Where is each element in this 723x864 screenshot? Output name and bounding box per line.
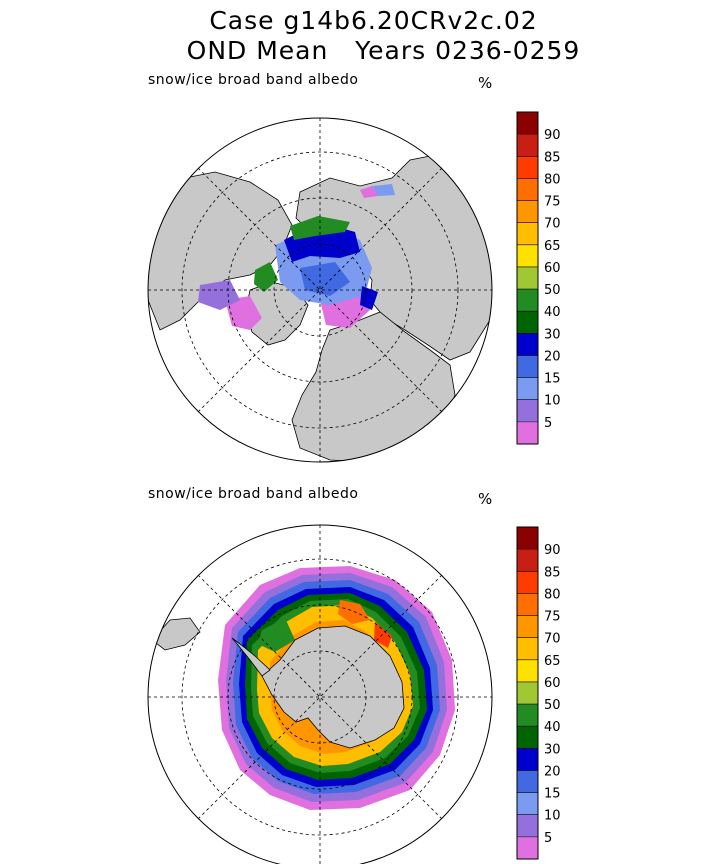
north-colorbar-swatch: [517, 311, 538, 334]
north-colorbar-tick-label: 80: [544, 172, 561, 187]
south-colorbar-tick-label: 30: [544, 742, 561, 757]
south-colorbar-swatch: [517, 571, 538, 594]
south-colorbar-swatch: [517, 726, 538, 749]
north-colorbar-tick-label: 75: [544, 195, 561, 210]
north-colorbar-swatch: [517, 266, 538, 290]
north-colorbar-swatch: [517, 156, 538, 179]
north-colorbar-tick-label: 85: [544, 150, 561, 165]
north-colorbar-swatch: [517, 134, 538, 157]
south-colorbar-swatch: [517, 615, 538, 638]
north-colorbar-swatch: [517, 112, 538, 135]
north-colorbar-swatch: [517, 355, 538, 378]
north-colorbar-tick-label: 60: [544, 261, 561, 276]
figure-title-line2: OND Mean Years 0236-0259: [186, 36, 581, 65]
south-landmass-peninsula: [231, 637, 271, 677]
north-colorbar-tick-label: 20: [544, 349, 561, 364]
south-colorbar-swatch: [517, 593, 538, 616]
south-colorbar-tick-label: 5: [544, 831, 552, 846]
south-colorbar-swatch: [517, 659, 538, 682]
south-colorbar-swatch: [517, 770, 538, 793]
north-colorbar-tick-label: 40: [544, 305, 561, 320]
south-colorbar-border: [516, 526, 539, 860]
south-colorbar-tick-label: 65: [544, 654, 561, 669]
north-colorbar-swatch: [517, 200, 538, 223]
figure-title-line1: Case g14b6.20CRv2c.02: [209, 6, 538, 35]
south-colorbar: 90 85 80 75 70 65 60 50 40 30 20 15 10 5: [516, 526, 561, 860]
south-colorbar-tick-label: 60: [544, 676, 561, 691]
south-graticule: [148, 525, 492, 864]
north-colorbar-tick-label: 10: [544, 394, 561, 409]
north-colorbar-swatch: [517, 244, 538, 267]
south-colorbar-swatch: [517, 836, 538, 859]
north-colorbar-tick-label: 90: [544, 128, 561, 143]
south-colorbar-tick-label: 70: [544, 632, 561, 647]
north-polar-map: [148, 118, 492, 462]
south-colorbar-swatch: [517, 549, 538, 572]
south-polar-map: [148, 525, 492, 864]
south-colorbar-swatch: [517, 704, 538, 727]
south-colorbar-tick-label: 10: [544, 809, 561, 824]
north-colorbar-tick-label: 15: [544, 372, 561, 387]
south-colorbar-swatch: [517, 792, 538, 815]
south-colorbar-tick-label: 40: [544, 720, 561, 735]
south-colorbar-tick-label: 85: [544, 565, 561, 580]
north-panel-variable-label: snow/ice broad band albedo: [148, 72, 359, 88]
south-colorbar-swatch: [517, 527, 538, 550]
north-map-boundary: [147, 117, 493, 463]
south-panel-unit-label: %: [478, 490, 493, 508]
south-colorbar-tick-label: 80: [544, 587, 561, 602]
south-colorbar-swatch: [517, 748, 538, 771]
north-colorbar-border: [516, 111, 539, 445]
south-colorbar-tick-label: 50: [544, 698, 561, 713]
south-landmass-south-america: [151, 617, 201, 651]
north-colorbar: 90 85 80 75 70 65 60 50 40 30 20 15 10 5: [516, 111, 561, 445]
north-colorbar-tick-label: 70: [544, 217, 561, 232]
north-colorbar-swatch: [517, 178, 538, 201]
north-colorbar-swatch: [517, 222, 538, 245]
south-colorbar-swatch: [517, 814, 538, 837]
north-colorbar-swatch: [517, 289, 538, 312]
north-colorbar-swatch: [517, 399, 538, 422]
south-colorbar-tick-label: 75: [544, 610, 561, 625]
south-colorbar-tick-label: 90: [544, 543, 561, 558]
south-map-boundary: [147, 524, 493, 864]
south-colorbar-tick-label: 15: [544, 787, 561, 802]
north-colorbar-tick-label: 5: [544, 416, 552, 431]
south-colorbar-tick-label: 20: [544, 764, 561, 779]
south-colorbar-swatch: [517, 637, 538, 660]
south-colorbar-swatch: [517, 681, 538, 705]
north-colorbar-swatch: [517, 377, 538, 400]
north-colorbar-tick-label: 30: [544, 327, 561, 342]
north-colorbar-tick-label: 65: [544, 239, 561, 254]
north-graticule: [148, 118, 492, 462]
north-colorbar-swatch: [517, 333, 538, 356]
north-colorbar-swatch: [517, 421, 538, 444]
south-panel-variable-label: snow/ice broad band albedo: [148, 486, 359, 502]
north-panel-unit-label: %: [478, 74, 493, 92]
north-colorbar-tick-label: 50: [544, 283, 561, 298]
